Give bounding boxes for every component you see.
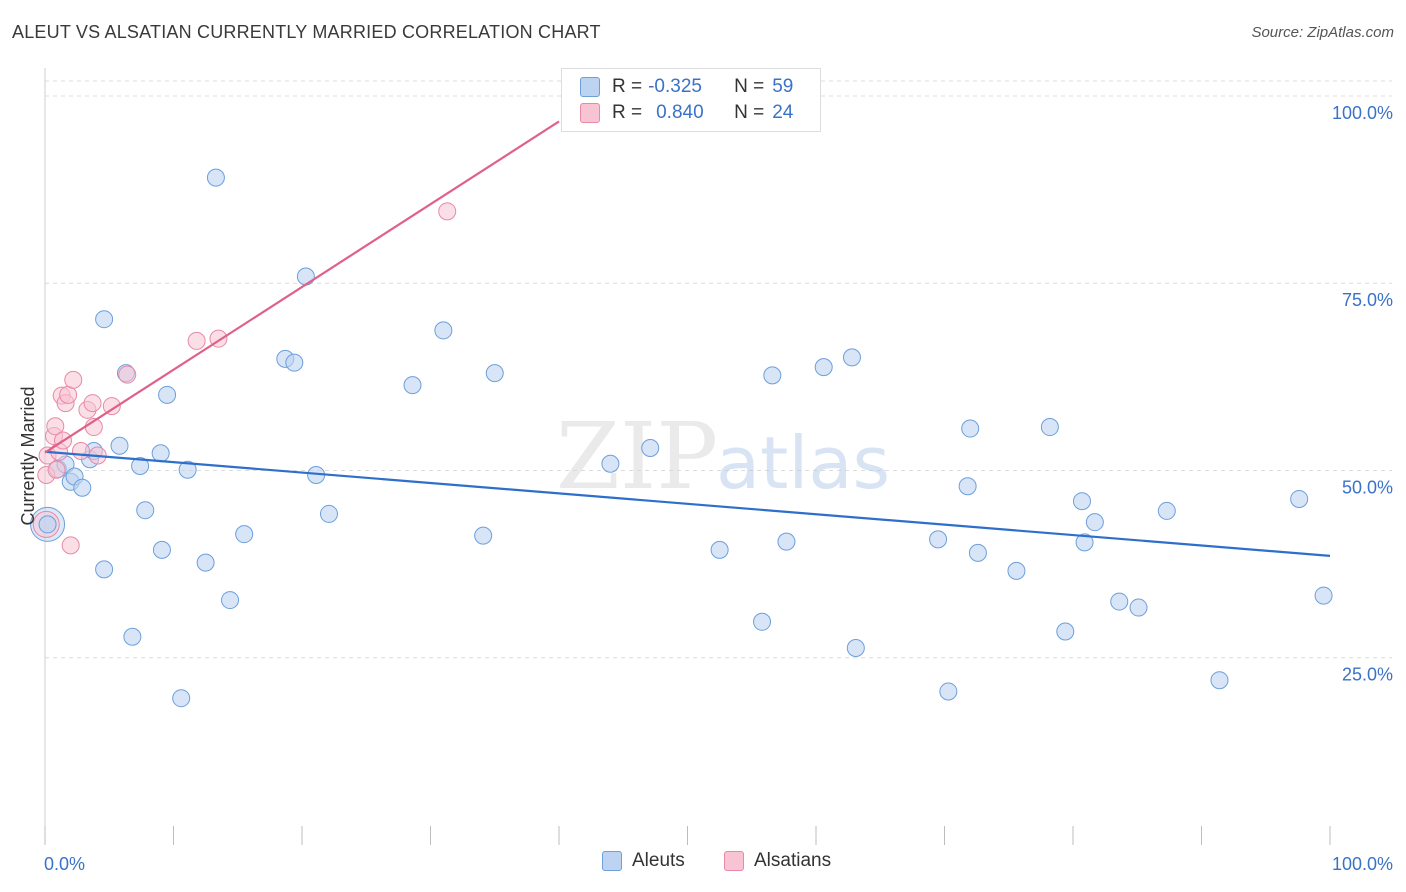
aleut-point-38 [777,532,796,551]
aleut-point-44 [958,477,977,496]
aleut-point-34 [641,439,660,458]
alsatian-point-10 [61,536,80,555]
aleut-n-label: N = [734,76,765,97]
x-tick-label-min: 0.0% [44,854,85,874]
aleut-point-9 [95,310,114,329]
trendline-aleuts [44,450,1331,557]
aleut-point-25 [285,353,304,372]
aleut-point-15 [152,540,171,559]
aleut-point-29 [403,376,422,395]
alsatian-point-17 [102,397,121,416]
aleut-point-18 [172,689,191,708]
aleut-point-53 [1110,592,1129,611]
alsatian-n-label: N = [734,102,765,123]
chart-title: ALEUT VS ALSATIAN CURRENTLY MARRIED CORR… [12,22,601,42]
aleut-point-48 [1040,418,1059,437]
grid-layer [45,80,1392,659]
legend: Aleuts Alsatians [0,850,1406,878]
aleut-point-39 [814,358,833,377]
alsatian-point-19 [187,331,206,350]
aleut-r-value: -0.325 [648,76,702,97]
alsatian-point-14 [83,394,102,413]
aleut-point-42 [929,530,948,549]
aleut-point-33 [601,454,620,473]
alsatian-r-label: R = [612,102,643,123]
y-tick-label-75: 75.0% [1342,290,1393,310]
alsatian-point-4 [47,460,66,479]
aleut-point-32 [485,364,504,383]
aleut-point-40 [842,348,861,367]
alsatian-point-21 [438,202,457,221]
aleut-point-36 [753,612,772,631]
aleut-point-17 [158,385,177,404]
aleut-point-41 [846,639,865,658]
aleut-point-0 [38,515,57,534]
legend-item-alsatians[interactable]: Alsatians [724,850,831,872]
alsatian-swatch [580,103,600,123]
alsatian-point-11 [64,370,83,389]
stats-box: R = -0.325 N = 59 R = 0.840 N = 24 [561,68,821,132]
aleut-point-26 [296,267,315,286]
trendline-alsatians [44,120,560,454]
aleut-point-21 [206,168,225,187]
aleut-n-value: 59 [772,76,794,97]
aleut-point-8 [95,560,114,579]
aleut-point-46 [968,543,987,562]
aleut-point-31 [474,526,493,545]
aleut-point-10 [110,436,129,455]
legend-item-aleuts[interactable]: Aleuts [602,850,685,872]
alsatian-point-9 [59,385,78,404]
y-tick-label-50: 50.0% [1342,477,1393,497]
aleut-point-30 [434,321,453,340]
aleut-point-54 [1129,598,1148,617]
trend-layer [44,120,1331,557]
watermark: ZIP atlas [556,403,890,510]
axis-layer: 25.0% 50.0% 75.0% 100.0% [44,68,1393,845]
aleut-point-58 [1314,586,1333,605]
aleut-point-51 [1075,533,1094,552]
legend-label-alsatians: Alsatians [754,850,832,871]
watermark-atlas: atlas [716,421,890,505]
aleut-point-47 [1007,561,1026,580]
aleut-point-57 [1290,489,1309,508]
aleut-point-28 [319,504,338,523]
aleut-r-label: R = [612,76,643,97]
y-tick-label-100: 100.0% [1332,103,1393,123]
y-axis-label: Currently Married [18,386,38,525]
aleut-point-22 [221,591,240,610]
aleut-point-52 [1085,513,1104,532]
aleut-point-16 [151,444,170,463]
aleut-point-12 [123,627,142,646]
source-credit: Source: ZipAtlas.com [1251,24,1394,41]
alsatian-point-18 [118,365,137,384]
aleut-point-13 [131,456,150,475]
legend-swatch-alsatians [724,851,744,871]
aleut-swatch [580,77,600,97]
watermark-zip: ZIP [556,403,718,510]
aleut-point-43 [939,682,958,701]
aleut-point-56 [1210,671,1229,690]
aleut-point-37 [763,366,782,385]
aleut-point-20 [196,553,215,572]
alsatian-r-value: 0.840 [656,102,704,123]
aleut-point-50 [1072,492,1091,511]
aleut-point-19 [178,460,197,479]
x-tick-label-max: 100.0% [1332,854,1393,874]
aleut-point-5 [73,478,92,497]
y-tick-label-25: 25.0% [1342,665,1393,685]
aleut-point-45 [961,419,980,438]
aleut-point-35 [710,540,729,559]
stats-row-aleut: R = -0.325 N = 59 [580,74,793,100]
legend-swatch-aleuts [602,851,622,871]
aleut-point-23 [235,525,254,544]
alsatian-point-12 [71,442,90,461]
alsatian-point-3 [46,417,65,436]
aleut-point-55 [1157,501,1176,520]
stats-row-alsatian: R = 0.840 N = 24 [580,100,793,126]
aleut-point-49 [1056,622,1075,641]
alsatian-n-value: 24 [772,102,794,123]
aleut-point-14 [136,501,155,520]
legend-label-aleuts: Aleuts [632,850,685,871]
